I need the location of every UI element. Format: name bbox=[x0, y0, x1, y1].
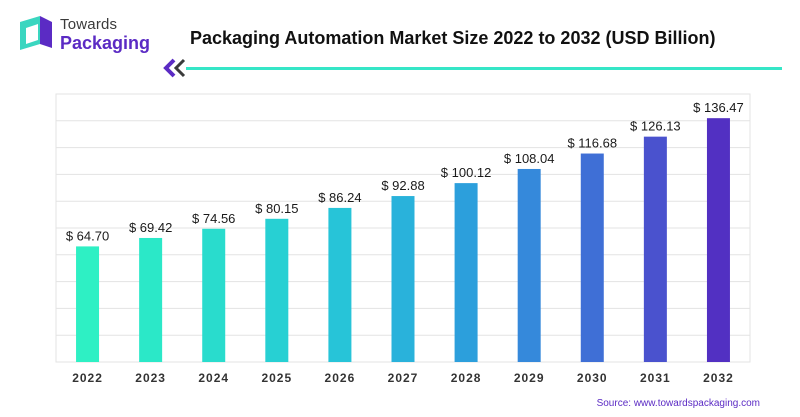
chart-title: Packaging Automation Market Size 2022 to… bbox=[190, 28, 716, 48]
data-label-2032: $ 136.47 bbox=[693, 100, 744, 115]
bars bbox=[76, 118, 730, 362]
bar-2025 bbox=[265, 218, 289, 362]
data-label-2031: $ 126.13 bbox=[630, 119, 681, 134]
bar-2031 bbox=[643, 136, 667, 362]
source-note: Source: www.towardspackaging.com bbox=[596, 398, 760, 409]
x-tick-2030: 2030 bbox=[577, 371, 608, 385]
data-label-2028: $ 100.12 bbox=[441, 165, 492, 180]
brand-logo-icon bbox=[20, 16, 52, 50]
data-label-2023: $ 69.42 bbox=[129, 220, 172, 235]
bar-chart: $ 64.70 $ 69.42 $ 74.56 $ 80.15 $ 86.24 $ 92.… bbox=[55, 93, 751, 385]
bar-2032 bbox=[706, 118, 730, 362]
data-labels: $ 64.70 $ 69.42 $ 74.56 $ 80.15 $ 86.24 $ 92.… bbox=[66, 100, 744, 243]
chevron-left-icon bbox=[163, 58, 186, 78]
data-label-2029: $ 108.04 bbox=[504, 151, 555, 166]
x-tick-2032: 2032 bbox=[703, 371, 734, 385]
brand-logo: Towards Packaging bbox=[16, 14, 166, 58]
chart-header: Towards Packaging Packaging Automation M… bbox=[0, 0, 800, 88]
x-tick-2031: 2031 bbox=[640, 371, 671, 385]
x-tick-2027: 2027 bbox=[388, 371, 419, 385]
bar-2024 bbox=[202, 228, 226, 362]
x-tick-2028: 2028 bbox=[451, 371, 482, 385]
x-tick-2024: 2024 bbox=[198, 371, 229, 385]
x-axis-tick-labels: 2022 2023 2024 2025 2026 2027 2028 2029 2030 2031… bbox=[72, 371, 734, 385]
data-label-2024: $ 74.56 bbox=[192, 211, 235, 226]
bar-2030 bbox=[580, 153, 604, 362]
bar-2029 bbox=[517, 168, 541, 362]
bar-2023 bbox=[139, 237, 163, 362]
bar-2022 bbox=[76, 246, 100, 362]
brand-name-bottom: Packaging bbox=[60, 33, 151, 53]
x-tick-2023: 2023 bbox=[135, 371, 166, 385]
header-divider bbox=[186, 67, 782, 70]
data-label-2025: $ 80.15 bbox=[255, 201, 298, 216]
brand-name-top: Towards bbox=[60, 16, 118, 33]
bar-2028 bbox=[454, 183, 478, 362]
data-label-2027: $ 92.88 bbox=[381, 178, 424, 193]
x-tick-2026: 2026 bbox=[325, 371, 356, 385]
x-tick-2025: 2025 bbox=[261, 371, 292, 385]
x-tick-2029: 2029 bbox=[514, 371, 545, 385]
bar-2027 bbox=[391, 196, 415, 362]
data-label-2030: $ 116.68 bbox=[567, 136, 617, 151]
bar-2026 bbox=[328, 207, 352, 362]
data-label-2022: $ 64.70 bbox=[66, 228, 109, 243]
x-tick-2022: 2022 bbox=[72, 371, 103, 385]
data-label-2026: $ 86.24 bbox=[318, 190, 361, 205]
